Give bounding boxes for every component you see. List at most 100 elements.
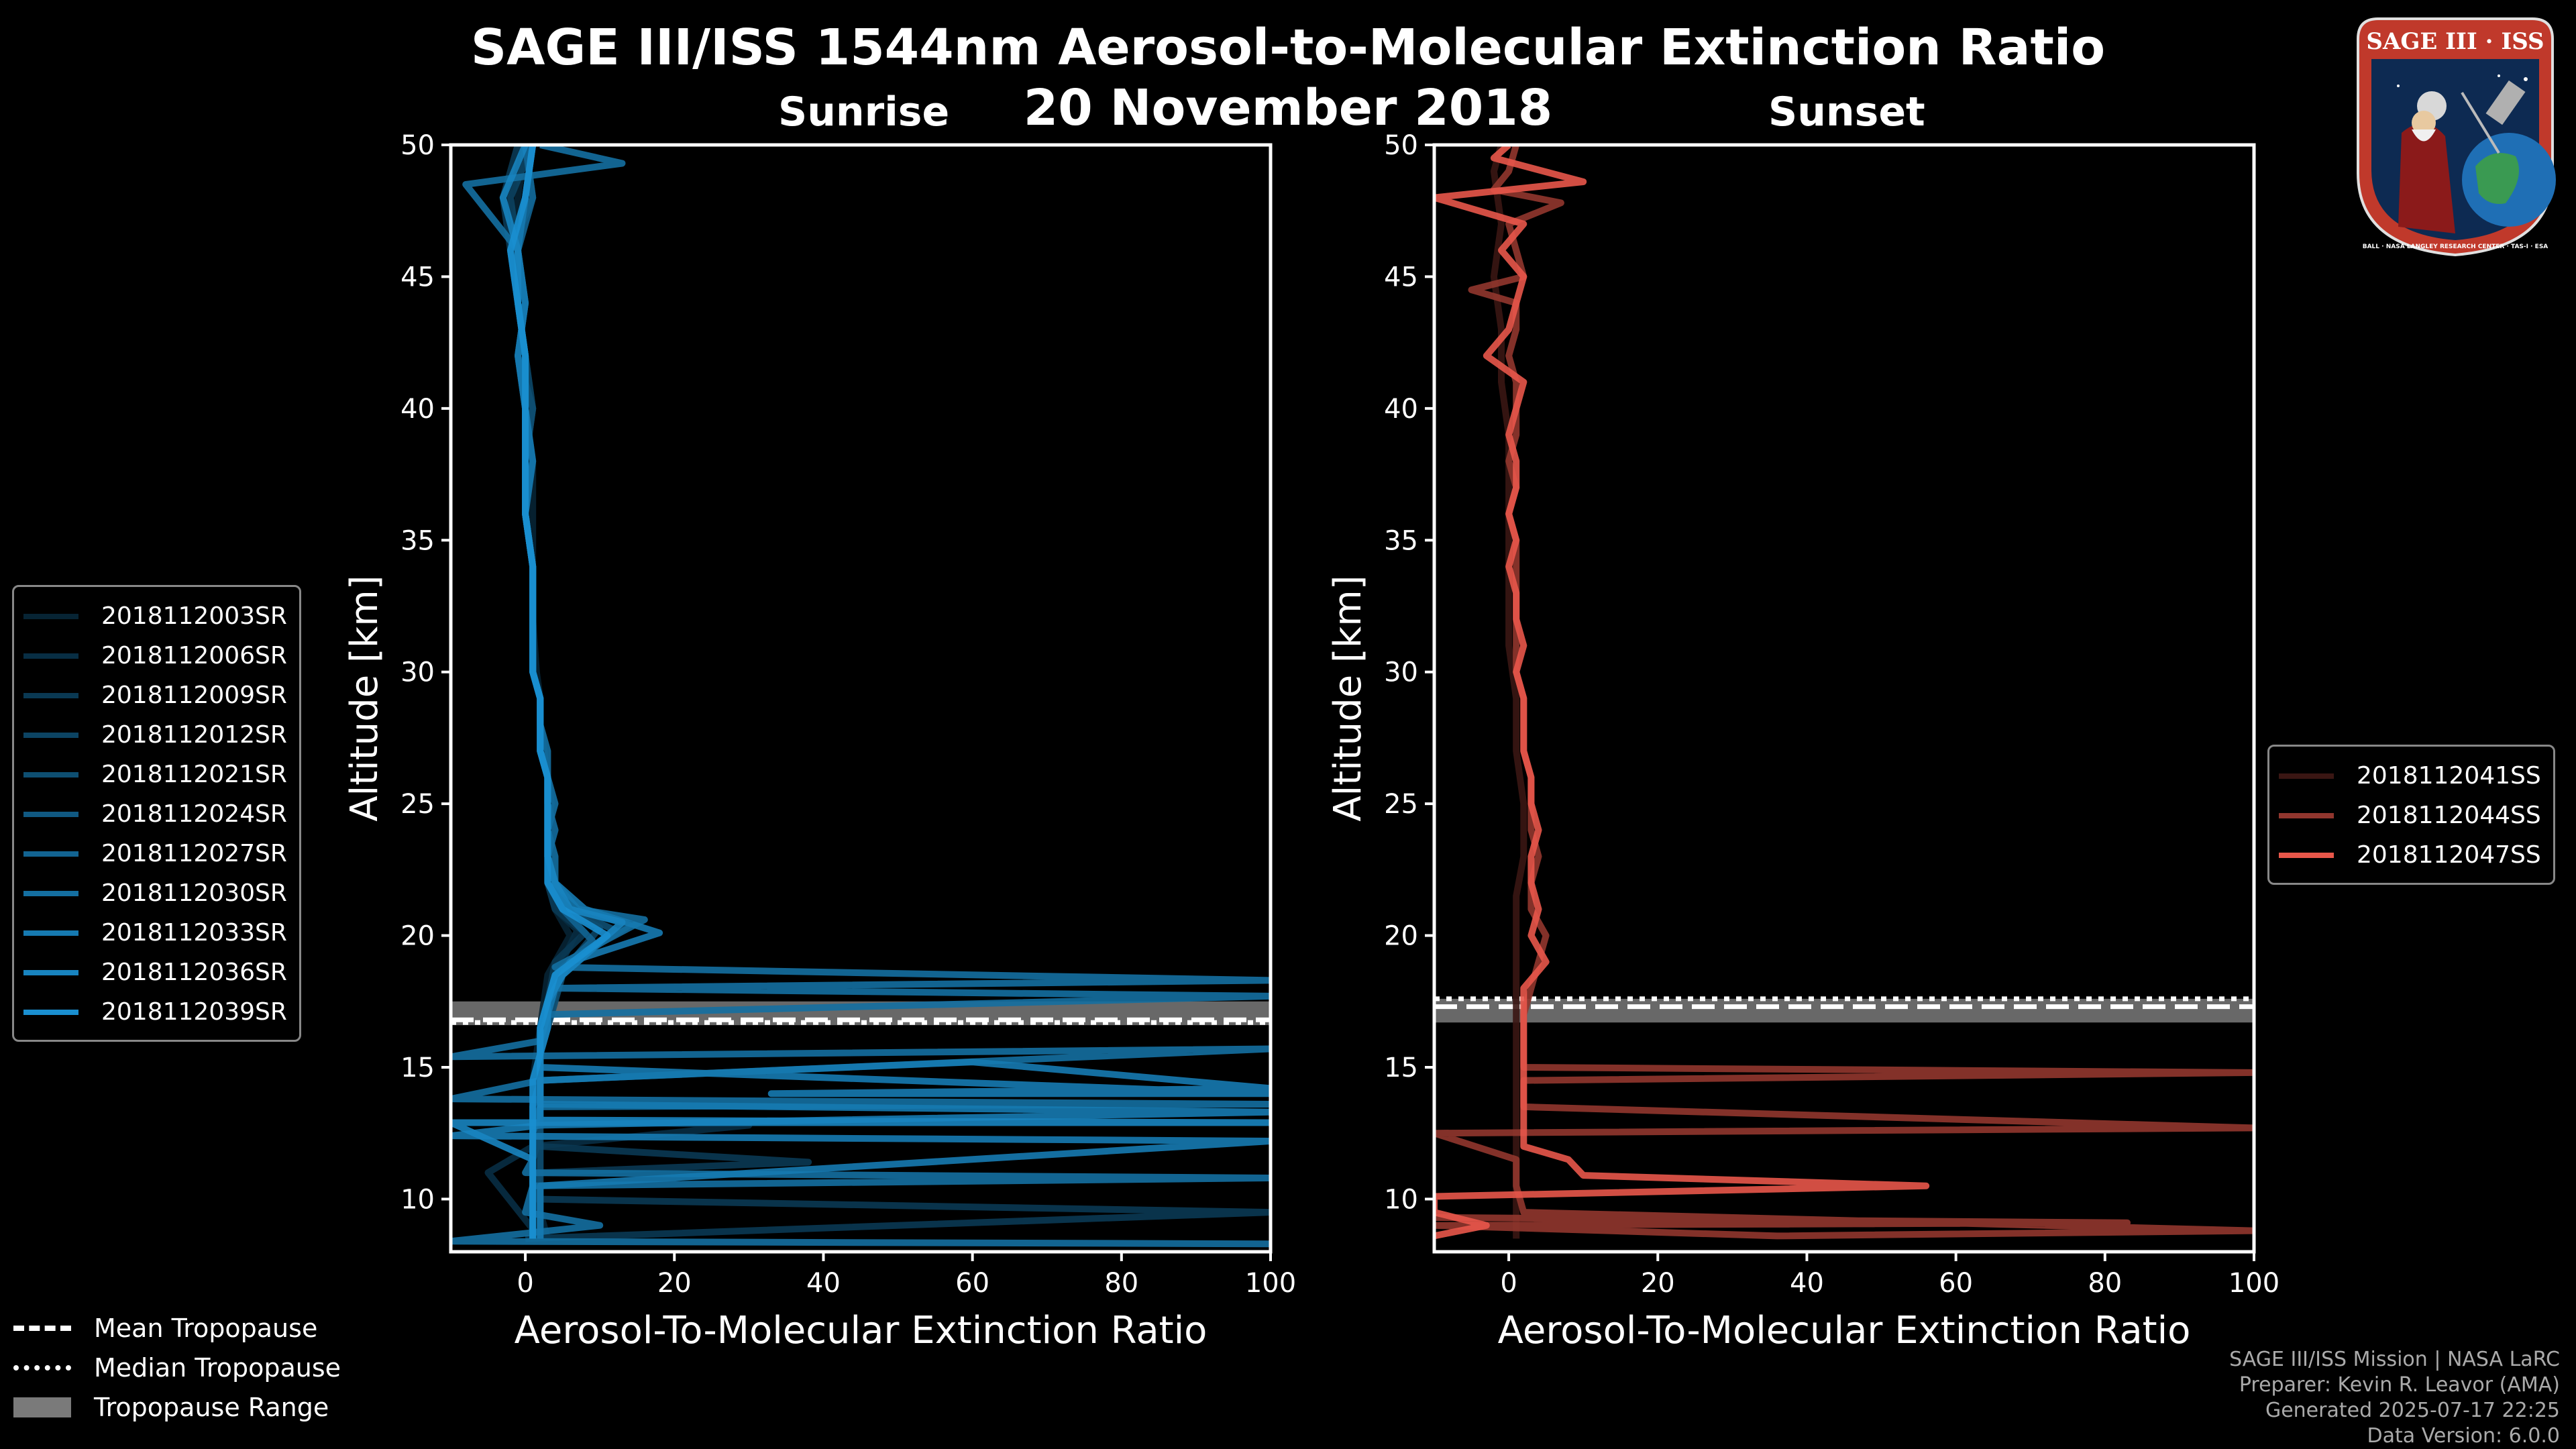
legend-item-2018112030SR: 2018112030SR: [23, 873, 287, 913]
legend-label: Mean Tropopause: [94, 1313, 318, 1343]
y-tick-label: 15: [400, 1053, 435, 1083]
legend-label: 2018112041SS: [2357, 762, 2541, 790]
legend-item-2018112047SS: 2018112047SS: [2279, 835, 2541, 875]
legend-item-range: Tropopause Range: [13, 1387, 341, 1427]
legend-swatch: [2279, 773, 2334, 779]
legend-label: 2018112047SS: [2357, 841, 2541, 869]
legend-swatch: [23, 692, 78, 698]
sunset-y-axis-label: Altitude [km]: [1326, 575, 1370, 821]
legend-swatch: [23, 653, 78, 659]
legend-label: 2018112036SR: [101, 959, 287, 986]
legend-label: 2018112044SS: [2357, 802, 2541, 829]
x-tick-label: 40: [806, 1268, 841, 1299]
y-tick-label: 50: [1384, 130, 1418, 161]
y-tick-label: 45: [400, 262, 435, 292]
y-tick-label: 35: [400, 525, 435, 556]
legend-swatch: [2279, 812, 2334, 818]
legend-item-2018112036SR: 2018112036SR: [23, 953, 287, 992]
sunset-x-axis-label: Aerosol-To-Molecular Extinction Ratio: [1498, 1309, 2191, 1352]
range-swatch: [13, 1397, 71, 1417]
legend-label: 2018112006SR: [101, 642, 287, 669]
x-tick-label: 80: [1104, 1268, 1138, 1299]
legend-item-2018112033SR: 2018112033SR: [23, 913, 287, 953]
sunset-tropopause-range: [1434, 998, 2254, 1023]
legend-item-2018112027SR: 2018112027SR: [23, 834, 287, 873]
y-tick-label: 30: [1384, 657, 1418, 688]
y-tick-label: 20: [400, 921, 435, 952]
chart-date: 20 November 2018: [1023, 79, 1553, 137]
legend-swatch: [23, 890, 78, 896]
legend-swatch: [23, 930, 78, 936]
credits: SAGE III/ISS Mission | NASA LaRC Prepare…: [2229, 1347, 2560, 1449]
legend-label: 2018112024SR: [101, 800, 287, 828]
legend-item-median: Median Tropopause: [13, 1348, 341, 1387]
credit-line: Preparer: Kevin R. Leavor (AMA): [2239, 1373, 2560, 1397]
series-line-2018112033SR: [451, 145, 1271, 1239]
legend-item-2018112012SR: 2018112012SR: [23, 715, 287, 755]
y-tick-label: 45: [1384, 262, 1418, 292]
legend-label: 2018112003SR: [101, 602, 287, 630]
sunset-legend: 2018112041SS 2018112044SS 2018112047SS: [2267, 745, 2555, 885]
y-tick-label: 40: [1384, 394, 1418, 425]
sunrise-plot-area: [451, 145, 1271, 1248]
y-tick-label: 10: [400, 1184, 435, 1215]
legend-swatch: [23, 851, 78, 857]
credit-line: Generated 2025-07-17 22:25: [2265, 1399, 2560, 1422]
legend-swatch: [23, 771, 78, 777]
series-line-2018112047SS: [1434, 145, 1930, 1240]
legend-label: 2018112033SR: [101, 919, 287, 947]
x-tick-label: 60: [955, 1268, 989, 1299]
x-tick-label: 0: [517, 1268, 533, 1299]
chart-title: SAGE III/ISS 1544nm Aerosol-to-Molecular…: [470, 19, 2106, 76]
legend-item-2018112024SR: 2018112024SR: [23, 794, 287, 834]
logo-ring-text: BALL · NASA LANGLEY RESEARCH CENTER · TA…: [2363, 244, 2548, 250]
sunrise-subtitle: Sunrise: [778, 89, 950, 136]
logo-text: SAGE III · ISS: [2366, 28, 2544, 55]
series-line-2018112027SR: [515, 145, 596, 1239]
y-tick-label: 25: [1384, 789, 1418, 820]
dot-swatch: [13, 1364, 71, 1371]
legend-label: Median Tropopause: [94, 1352, 341, 1383]
sunrise-axes-frame: [449, 143, 1273, 1254]
sunset-axes-frame: [1432, 143, 2256, 1254]
y-tick-label: 35: [1384, 525, 1418, 556]
y-tick-label: 10: [1384, 1184, 1418, 1215]
legend-label: 2018112030SR: [101, 879, 287, 907]
legend-swatch: [23, 1009, 78, 1015]
legend-item-2018112009SR: 2018112009SR: [23, 676, 287, 715]
legend-swatch: [23, 613, 78, 619]
y-tick-label: 50: [400, 130, 435, 161]
legend-swatch: [23, 969, 78, 975]
x-tick-label: 0: [1500, 1268, 1517, 1299]
y-tick-label: 15: [1384, 1053, 1418, 1083]
legend-swatch: [2279, 852, 2334, 858]
legend-label: 2018112039SR: [101, 998, 287, 1026]
legend-label: 2018112012SR: [101, 721, 287, 749]
sunrise-y-axis-label: Altitude [km]: [343, 575, 386, 821]
legend-item-2018112021SR: 2018112021SR: [23, 755, 287, 794]
legend-label: Tropopause Range: [94, 1392, 329, 1422]
sunset-subtitle: Sunset: [1768, 89, 1925, 136]
legend-swatch: [23, 811, 78, 817]
legend-label: 2018112009SR: [101, 682, 287, 709]
legend-item-2018112006SR: 2018112006SR: [23, 636, 287, 676]
legend-item-2018112039SR: 2018112039SR: [23, 992, 287, 1032]
y-tick-label: 20: [1384, 921, 1418, 952]
legend-swatch: [23, 732, 78, 738]
legend-item-mean: Mean Tropopause: [13, 1308, 341, 1348]
dash-swatch: [13, 1325, 71, 1331]
sunset-plot-area: [1434, 145, 2254, 1240]
x-tick-label: 20: [1641, 1268, 1675, 1299]
legend-item-2018112044SS: 2018112044SS: [2279, 796, 2541, 835]
legend-item-2018112041SS: 2018112041SS: [2279, 756, 2541, 796]
credit-line: Data Version: 6.0.0: [2367, 1424, 2560, 1448]
x-tick-label: 40: [1790, 1268, 1824, 1299]
y-tick-label: 30: [400, 657, 435, 688]
series-line-2018112039SR: [506, 145, 611, 1239]
x-tick-label: 20: [657, 1268, 692, 1299]
legend-label: 2018112027SR: [101, 840, 287, 867]
y-tick-label: 40: [400, 394, 435, 425]
x-tick-label: 100: [2229, 1268, 2279, 1299]
tropopause-legend: Mean Tropopause Median Tropopause Tropop…: [13, 1308, 341, 1427]
